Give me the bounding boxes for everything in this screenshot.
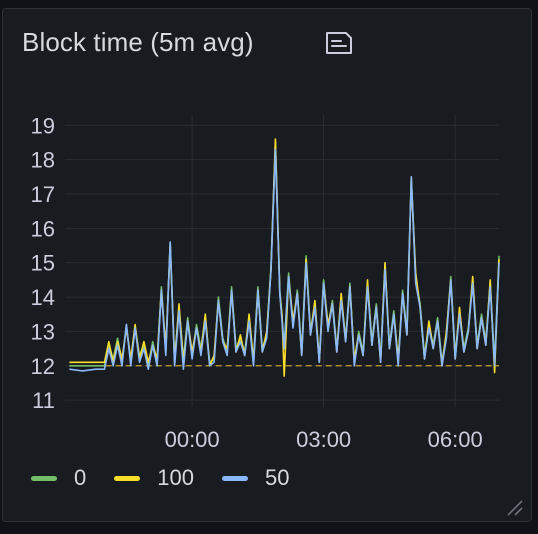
chart-plot-area: 19 18 17 16 15 14 13 12 11 00:00 03:00 06:00 <box>31 113 500 452</box>
legend-item-50[interactable]: 50 <box>221 465 290 491</box>
legend: 0 100 50 <box>31 465 317 491</box>
legend-label: 0 <box>74 465 87 490</box>
y-tick-label: 16 <box>31 216 55 241</box>
series-line-50[interactable] <box>69 148 500 372</box>
legend-swatch <box>221 475 248 481</box>
legend-swatch <box>114 475 141 481</box>
series-layer <box>69 138 500 377</box>
y-tick-label: 12 <box>31 354 55 379</box>
y-tick-label: 19 <box>31 113 55 138</box>
legend-label: 50 <box>264 465 290 490</box>
panel-title[interactable]: Block time (5m avg) <box>22 27 254 57</box>
y-tick-label: 14 <box>31 285 55 310</box>
y-tick-label: 17 <box>31 182 55 207</box>
description-icon[interactable] <box>325 31 353 55</box>
legend-swatch <box>31 475 57 481</box>
y-tick-label: 15 <box>31 251 55 276</box>
y-tick-label: 18 <box>31 148 55 173</box>
x-tick-label: 06:00 <box>428 427 483 452</box>
x-axis: 00:00 03:00 06:00 <box>165 427 483 452</box>
y-tick-label: 13 <box>31 319 55 344</box>
panel: Block time (5m avg) 19 18 17 16 15 14 13 12 11 0… <box>2 8 532 522</box>
legend-label: 100 <box>157 465 194 490</box>
legend-item-0[interactable]: 0 <box>31 465 86 491</box>
legend-item-100[interactable]: 100 <box>114 465 194 491</box>
y-axis: 19 18 17 16 15 14 13 12 11 <box>31 113 55 413</box>
resize-handle-icon[interactable] <box>505 498 523 516</box>
x-tick-label: 00:00 <box>165 427 220 452</box>
x-tick-label: 03:00 <box>296 427 351 452</box>
y-tick-label: 11 <box>32 388 55 413</box>
